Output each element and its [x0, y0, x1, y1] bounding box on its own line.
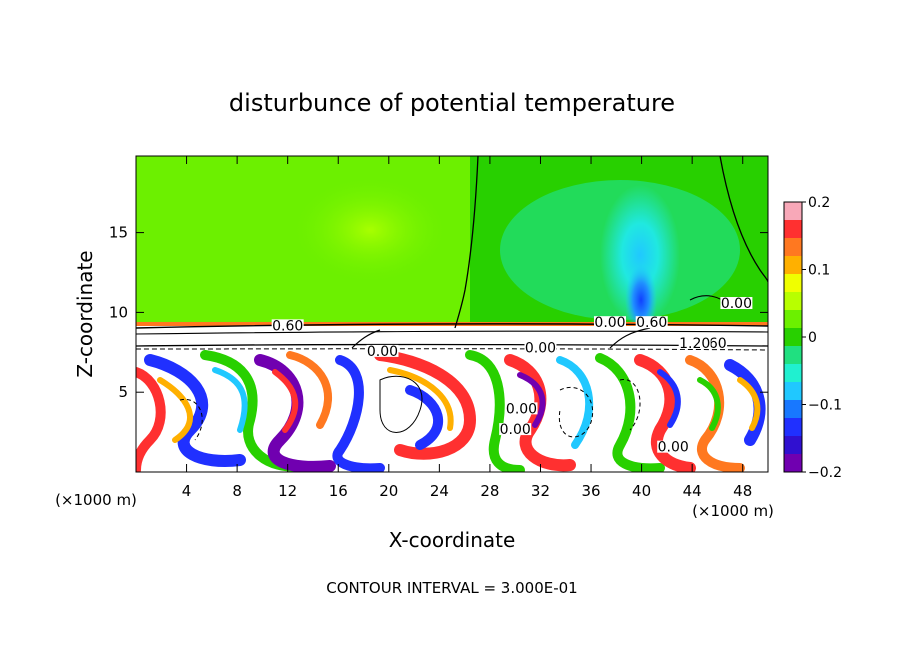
- x-tick-label: 32: [531, 482, 550, 500]
- contour-lines: [136, 156, 768, 441]
- contour-label-bg: [499, 423, 532, 436]
- contour-label-bg: [524, 341, 557, 354]
- x-tick-label: 28: [480, 482, 499, 500]
- contour-label: 0.00: [367, 344, 398, 360]
- colorbar-swatch: [784, 346, 802, 365]
- colorbar-swatch: [784, 310, 802, 329]
- x-tick-label: 44: [683, 482, 702, 500]
- contour-label: 0.60: [272, 318, 303, 334]
- x-axis-label: X-coordinate: [389, 528, 516, 552]
- colorbar-swatch: [784, 328, 802, 347]
- colorbar-swatch: [784, 382, 802, 401]
- x-tick-label: 4: [182, 482, 192, 500]
- x-tick-label: 48: [733, 482, 752, 500]
- contour-label: 0.00: [525, 341, 556, 357]
- x-tick-label: 16: [329, 482, 348, 500]
- contour-labels: 0.600.00 0.000.00 0.600.600.000.000.000.00…: [271, 296, 753, 456]
- contour-label-bg: [505, 402, 538, 415]
- contour-label-bg: [594, 316, 626, 329]
- contour-label: 0.00: [658, 440, 689, 456]
- y-tick-label: 10: [109, 303, 128, 321]
- colorbar-ticks: 0.2 0.1 0 −0.1 −0.2: [802, 195, 842, 481]
- colorbar-swatch: [784, 400, 802, 419]
- x-tick-label: 8: [232, 482, 242, 500]
- colorbar-swatch: [784, 220, 802, 239]
- contour-interval-footer: CONTOUR INTERVAL = 3.000E-01: [326, 579, 577, 597]
- turbulent-eddies: [136, 349, 766, 472]
- colorbar-tick-label: 0.1: [808, 263, 830, 279]
- contour-label-bg: [271, 319, 304, 332]
- y-axis-label: Z-coordinate: [73, 250, 97, 377]
- colorbar-swatch: [784, 274, 802, 293]
- contour-label: 0.00: [506, 401, 537, 417]
- x-tick-label: 20: [379, 482, 398, 500]
- colorbar: [783, 201, 803, 473]
- colorbar-tick-label: 0: [808, 330, 817, 346]
- contour-label: 0.00: [721, 296, 752, 312]
- colorbar-swatch: [784, 364, 802, 383]
- x-tick-label: 36: [581, 482, 600, 500]
- x-tick-label: 40: [632, 482, 651, 500]
- y-axis: 5 10 15: [109, 224, 768, 401]
- colorbar-swatch: [784, 454, 802, 473]
- x-unit-right: (×1000 m): [692, 502, 774, 520]
- colorbar-tick-label: 0.2: [808, 195, 830, 211]
- colorbar-swatch: [784, 292, 802, 311]
- colorbar-swatch: [784, 202, 802, 221]
- colorbar-swatch: [784, 418, 802, 437]
- contour-label-bg: [720, 297, 753, 310]
- y-tick-label: 15: [109, 224, 128, 242]
- x-tick-label: 12: [278, 482, 297, 500]
- contour-label: 1.20: [679, 336, 710, 352]
- x-axis: 4 8 12 16 20 24 28 32 36 40 44 48: [182, 156, 752, 500]
- contour-label-bg: [635, 316, 668, 329]
- chart-title: disturbunce of potential temperature: [229, 89, 675, 117]
- x-tick-label: 24: [430, 482, 449, 500]
- colorbar-swatch: [784, 238, 802, 257]
- contour-label: 0.00: [594, 315, 625, 331]
- x-unit-left: (×1000 m): [55, 491, 137, 509]
- y-tick-label: 5: [118, 383, 128, 401]
- plot-area: 0.600.00 0.000.00 0.600.600.000.000.000.00…: [136, 156, 768, 472]
- contour-label-bg: [366, 344, 399, 357]
- colorbar-tick-label: −0.1: [808, 398, 842, 414]
- contour-label: 0.60: [636, 315, 667, 331]
- plot-frame: [135, 155, 769, 473]
- contour-label-bg: [678, 336, 711, 349]
- colorbar-swatch: [784, 436, 802, 455]
- cyan-anomaly: [600, 185, 680, 325]
- contour-label: 0.00: [500, 422, 531, 438]
- colorbar-tick-label: −0.2: [808, 465, 842, 481]
- contour-label-bg: [657, 440, 690, 453]
- warm-anomaly: [290, 175, 450, 285]
- colorbar-swatch: [784, 256, 802, 275]
